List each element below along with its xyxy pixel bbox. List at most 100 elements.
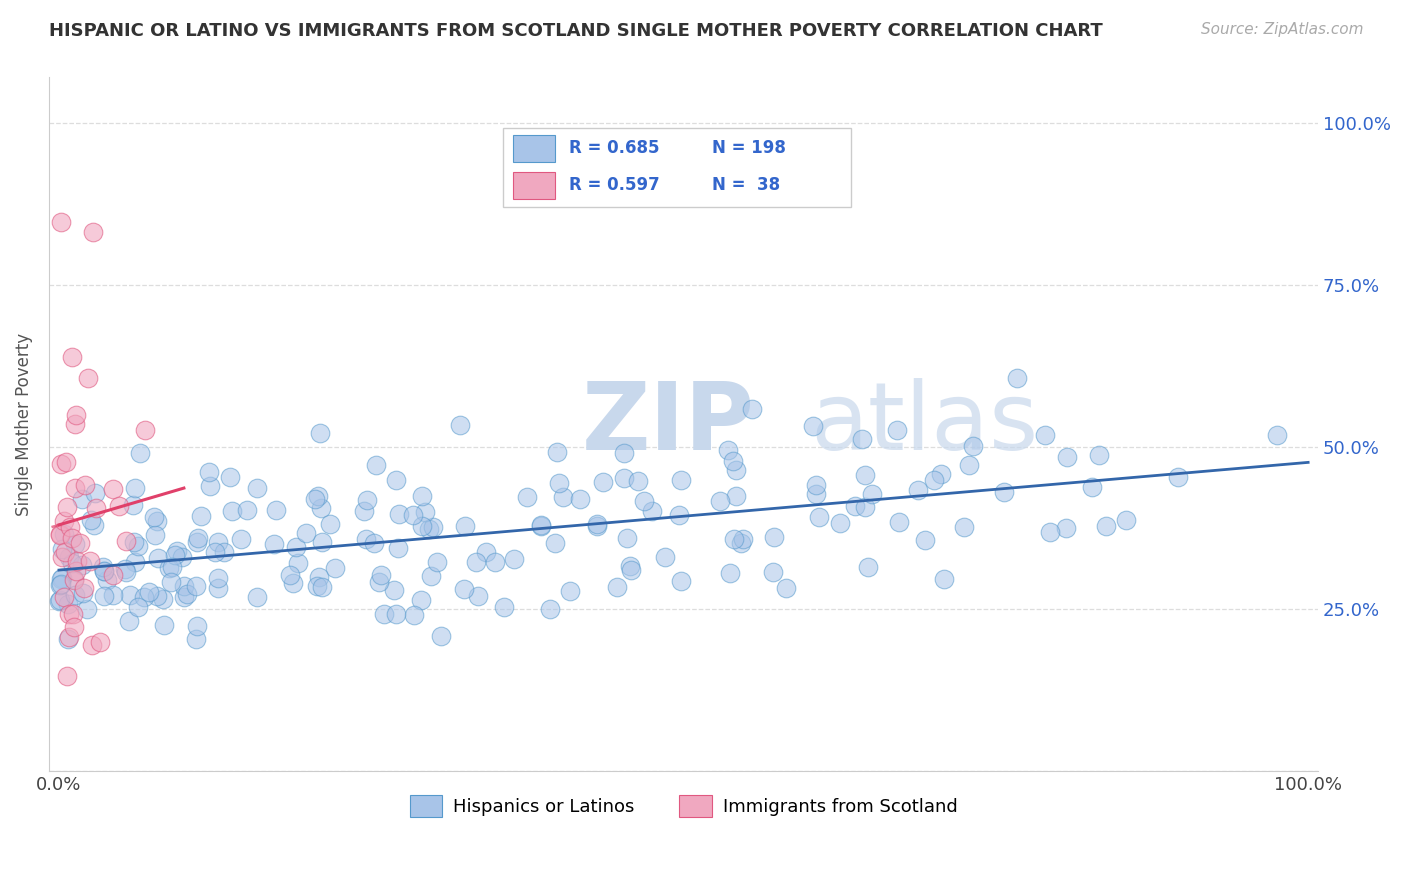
Point [73, 581, 96, 595]
Point [914, 533, 936, 547]
Point [58, 607, 80, 621]
Point [76, 602, 98, 616]
Point [63, 573, 86, 587]
Point [453, 582, 475, 596]
Point [370, 568, 392, 582]
Point [633, 494, 655, 508]
Point [48, 594, 70, 608]
Point [60, 350, 83, 364]
Point [957, 458, 980, 472]
Point [384, 607, 406, 622]
Point [907, 483, 929, 497]
Point [80, 638, 103, 652]
Point [733, 533, 755, 547]
Point [142, 510, 165, 524]
Point [308, 570, 330, 584]
Point [207, 535, 229, 549]
Point [218, 470, 240, 484]
Point [96, 574, 118, 588]
Point [82, 226, 104, 240]
Point [516, 490, 538, 504]
Point [207, 581, 229, 595]
Point [73, 477, 96, 491]
Point [80, 513, 103, 527]
Point [387, 541, 409, 555]
Point [72, 586, 94, 600]
Point [627, 474, 650, 488]
Point [723, 532, 745, 546]
Point [853, 500, 876, 514]
Point [558, 583, 581, 598]
Point [79, 554, 101, 568]
Point [368, 574, 391, 589]
Point [503, 551, 526, 566]
Point [63, 572, 86, 586]
Point [170, 549, 193, 564]
Point [373, 607, 395, 622]
Point [118, 588, 141, 602]
Point [388, 507, 411, 521]
Point [157, 561, 180, 575]
Point [143, 528, 166, 542]
Point [49, 215, 72, 229]
Point [287, 556, 309, 570]
Point [803, 419, 825, 434]
Point [58, 632, 80, 647]
Point [128, 446, 150, 460]
Point [63, 537, 86, 551]
Point [641, 504, 664, 518]
Point [152, 617, 174, 632]
Point [309, 501, 332, 516]
Point [449, 418, 471, 433]
Point [60, 556, 83, 570]
Point [63, 481, 86, 495]
Point [207, 571, 229, 585]
Point [889, 515, 911, 529]
Point [91, 559, 114, 574]
Point [553, 490, 575, 504]
Point [285, 540, 308, 554]
Bar [513, 172, 555, 199]
Point [929, 467, 952, 481]
Point [411, 593, 433, 607]
Point [725, 463, 748, 477]
Point [1095, 518, 1118, 533]
Point [58, 597, 80, 611]
Point [844, 499, 866, 513]
Point [606, 580, 628, 594]
Point [173, 590, 195, 604]
Point [263, 537, 285, 551]
Point [49, 528, 72, 542]
Point [1033, 427, 1056, 442]
Point [454, 519, 477, 533]
Point [93, 565, 115, 579]
Point [55, 455, 77, 469]
Text: N =  38: N = 38 [711, 177, 780, 194]
Point [422, 519, 444, 533]
Point [62, 531, 84, 545]
Point [69, 535, 91, 549]
Point [616, 531, 638, 545]
Point [492, 599, 515, 614]
Point [1080, 480, 1102, 494]
Point [669, 473, 692, 487]
Point [762, 566, 785, 580]
Point [122, 534, 145, 549]
Point [356, 493, 378, 508]
Point [93, 564, 115, 578]
Point [83, 517, 105, 532]
Point [48, 527, 70, 541]
Point [413, 505, 436, 519]
Y-axis label: Single Mother Poverty: Single Mother Poverty [15, 333, 32, 516]
Point [52, 527, 75, 541]
Point [309, 426, 332, 441]
Point [63, 588, 86, 602]
Point [204, 545, 226, 559]
Point [122, 498, 145, 512]
Point [115, 533, 138, 548]
Point [173, 579, 195, 593]
Point [84, 501, 107, 516]
Point [668, 508, 690, 522]
Point [127, 599, 149, 614]
Point [115, 566, 138, 580]
